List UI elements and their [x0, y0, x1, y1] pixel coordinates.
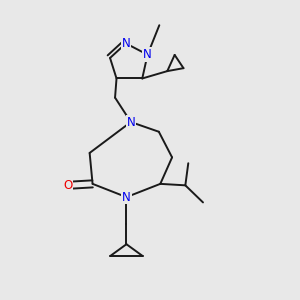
Text: O: O — [63, 179, 72, 192]
Text: N: N — [122, 37, 130, 50]
Text: N: N — [127, 116, 135, 128]
Text: N: N — [143, 48, 152, 61]
Text: N: N — [122, 190, 131, 204]
